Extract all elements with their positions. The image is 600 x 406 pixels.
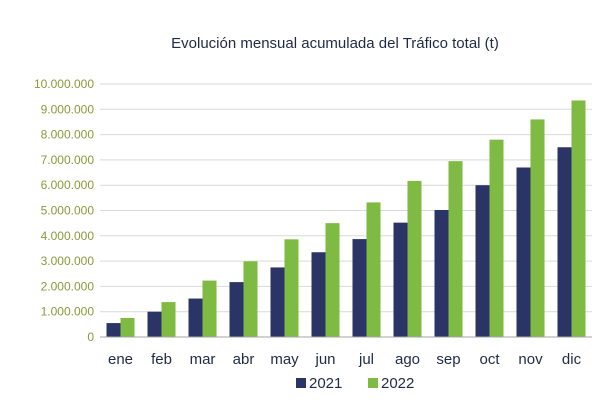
bar-2022-sep bbox=[448, 161, 463, 337]
bar-2022-nov bbox=[530, 119, 545, 337]
legend-label-2021: 2021 bbox=[309, 375, 342, 392]
gridlines bbox=[100, 83, 592, 313]
x-tick-label: ene bbox=[108, 351, 133, 368]
bar-2021-ago bbox=[393, 222, 408, 337]
y-tick-label: 3.000.000 bbox=[41, 254, 95, 268]
x-tick-label: ago bbox=[395, 351, 420, 368]
x-tick-label: feb bbox=[151, 351, 172, 368]
bar-2021-oct bbox=[475, 185, 490, 337]
bar-2021-nov bbox=[516, 167, 531, 337]
bar-2021-sep bbox=[434, 209, 449, 337]
bar-2021-dic bbox=[557, 147, 572, 337]
y-tick-label: 4.000.000 bbox=[41, 229, 95, 243]
bar-2022-dic bbox=[571, 100, 586, 337]
x-tick-label: jul bbox=[358, 351, 374, 368]
bar-2021-abr bbox=[229, 282, 244, 337]
legend: 2021 2022 bbox=[296, 375, 414, 392]
y-tick-label: 0 bbox=[87, 330, 94, 344]
y-tick-label: 6.000.000 bbox=[41, 178, 95, 192]
x-tick-label: sep bbox=[436, 351, 460, 368]
x-tick-label: jun bbox=[314, 351, 335, 368]
y-tick-label: 2.000.000 bbox=[41, 279, 95, 293]
x-tick-label: oct bbox=[479, 351, 500, 368]
bar-2022-jul bbox=[366, 202, 381, 337]
x-tick-label: dic bbox=[562, 351, 582, 368]
y-tick-label: 9.000.000 bbox=[41, 102, 95, 116]
bars bbox=[106, 100, 586, 337]
bar-2022-abr bbox=[243, 261, 258, 337]
bar-2021-ene bbox=[106, 323, 121, 337]
bar-2021-may bbox=[270, 267, 285, 337]
y-tick-label: 8.000.000 bbox=[41, 128, 95, 142]
bar-2022-jun bbox=[325, 223, 340, 337]
x-tick-label: abr bbox=[233, 351, 255, 368]
bar-2022-feb bbox=[161, 302, 176, 337]
bar-2021-feb bbox=[147, 311, 162, 337]
y-axis: 0 1.000.000 2.000.000 3.000.000 4.000.000 5.0… bbox=[34, 77, 94, 344]
bar-2022-may bbox=[284, 239, 299, 337]
legend-swatch-2021 bbox=[296, 378, 306, 388]
y-tick-label: 1.000.000 bbox=[41, 305, 95, 319]
bar-2022-ene bbox=[120, 318, 135, 337]
bar-2022-ago bbox=[407, 180, 422, 337]
bar-2021-jul bbox=[352, 239, 367, 337]
chart-title: Evolución mensual acumulada del Tráfico … bbox=[171, 35, 499, 52]
bar-2022-oct bbox=[489, 139, 504, 337]
x-tick-label: mar bbox=[190, 351, 216, 368]
y-tick-label: 5.000.000 bbox=[41, 204, 95, 218]
bar-2022-mar bbox=[202, 280, 217, 337]
bar-2021-mar bbox=[188, 298, 203, 337]
x-tick-label: nov bbox=[518, 351, 543, 368]
legend-swatch-2022 bbox=[368, 378, 378, 388]
legend-label-2022: 2022 bbox=[381, 375, 414, 392]
x-tick-label: may bbox=[270, 351, 299, 368]
bar-2021-jun bbox=[311, 252, 326, 337]
y-tick-label: 10.000.000 bbox=[34, 77, 94, 91]
x-axis: ene feb mar abr may jun jul ago sep oct nov dic bbox=[100, 336, 592, 368]
y-tick-label: 7.000.000 bbox=[41, 153, 95, 167]
